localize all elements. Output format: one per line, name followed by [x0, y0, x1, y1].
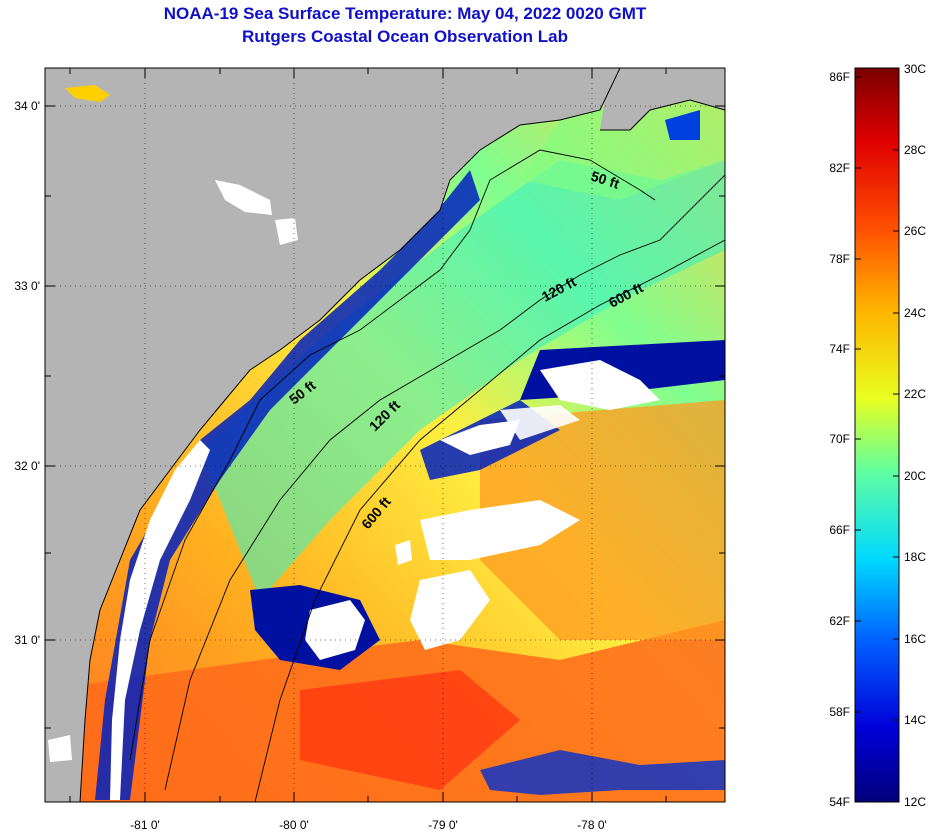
lon-label: -79 0' — [428, 818, 458, 832]
cloud-patch — [48, 735, 72, 762]
map-subtitle: Rutgers Coastal Ocean Observation Lab — [242, 27, 568, 46]
cloud-patch — [395, 540, 412, 565]
colorbar-c-label: 20C — [904, 469, 926, 483]
colorbar-fahrenheit-scale: 86F 82F 78F 74F 70F 66F 62F 58F 54F — [829, 70, 850, 809]
lat-label: 31 0' — [14, 633, 40, 647]
colorbar-c-label: 12C — [904, 795, 926, 809]
land-mass-northeast — [600, 68, 725, 130]
colorbar-f-label: 74F — [829, 342, 850, 356]
cloud-patch — [540, 360, 660, 410]
colorbar-f-label: 62F — [829, 614, 850, 628]
lon-label: -78 0' — [577, 818, 607, 832]
cloud-patch — [215, 180, 272, 215]
lon-label: -81 0' — [130, 818, 160, 832]
colorbar-c-label: 18C — [904, 550, 926, 564]
colorbar-c-label: 16C — [904, 632, 926, 646]
cloud-patch — [500, 405, 580, 440]
map-title: NOAA-19 Sea Surface Temperature: May 04,… — [163, 4, 647, 23]
shelf-water-band — [200, 160, 725, 600]
land-mass — [45, 68, 620, 802]
lat-label: 34 0' — [14, 99, 40, 113]
depth-contour-50ft — [129, 149, 656, 761]
cloud-patch — [420, 500, 580, 560]
depth-contour-120ft — [164, 174, 725, 791]
colorbar-c-label: 30C — [904, 62, 926, 76]
colorbar-ticks — [855, 76, 899, 721]
cloud-patch — [440, 420, 520, 455]
map-frame — [44, 67, 726, 803]
colorbar-f-label: 66F — [829, 523, 850, 537]
colorbar-c-label: 14C — [904, 713, 926, 727]
colorbar-celsius-scale: 30C 28C 26C 24C 22C 20C 18C 16C 14C 12C — [904, 62, 926, 809]
cloud-patch — [305, 600, 365, 660]
cloud-patch — [275, 218, 298, 245]
colorbar-f-label: 86F — [829, 70, 850, 84]
colorbar-c-label: 26C — [904, 224, 926, 238]
axis-ticks — [45, 68, 725, 802]
cold-spot-northeast — [665, 110, 700, 140]
colorbar-f-label: 78F — [829, 252, 850, 266]
colorbar-c-label: 28C — [904, 143, 926, 157]
depth-contour-600ft — [254, 239, 725, 802]
lat-label: 32 0' — [14, 459, 40, 473]
colorbar-f-label: 82F — [829, 161, 850, 175]
colorbar-f-label: 54F — [829, 795, 850, 809]
cold-filament-south — [480, 750, 725, 795]
graticule — [45, 68, 725, 802]
lat-label: 33 0' — [14, 279, 40, 293]
colorbar-c-label: 22C — [904, 387, 926, 401]
coastline — [79, 68, 621, 802]
colorbar-f-label: 58F — [829, 705, 850, 719]
hot-water-patch — [300, 670, 520, 790]
coastline-northeast — [600, 99, 725, 131]
colorbar-c-label: 24C — [904, 306, 926, 320]
colorbar — [854, 67, 900, 803]
colorbar-f-label: 70F — [829, 432, 850, 446]
cloud-patch — [410, 570, 490, 650]
coastal-cloud-strip — [110, 440, 210, 800]
inland-lake-pixel — [65, 85, 110, 102]
lon-label: -80 0' — [279, 818, 309, 832]
warm-offshore-region — [480, 400, 725, 640]
